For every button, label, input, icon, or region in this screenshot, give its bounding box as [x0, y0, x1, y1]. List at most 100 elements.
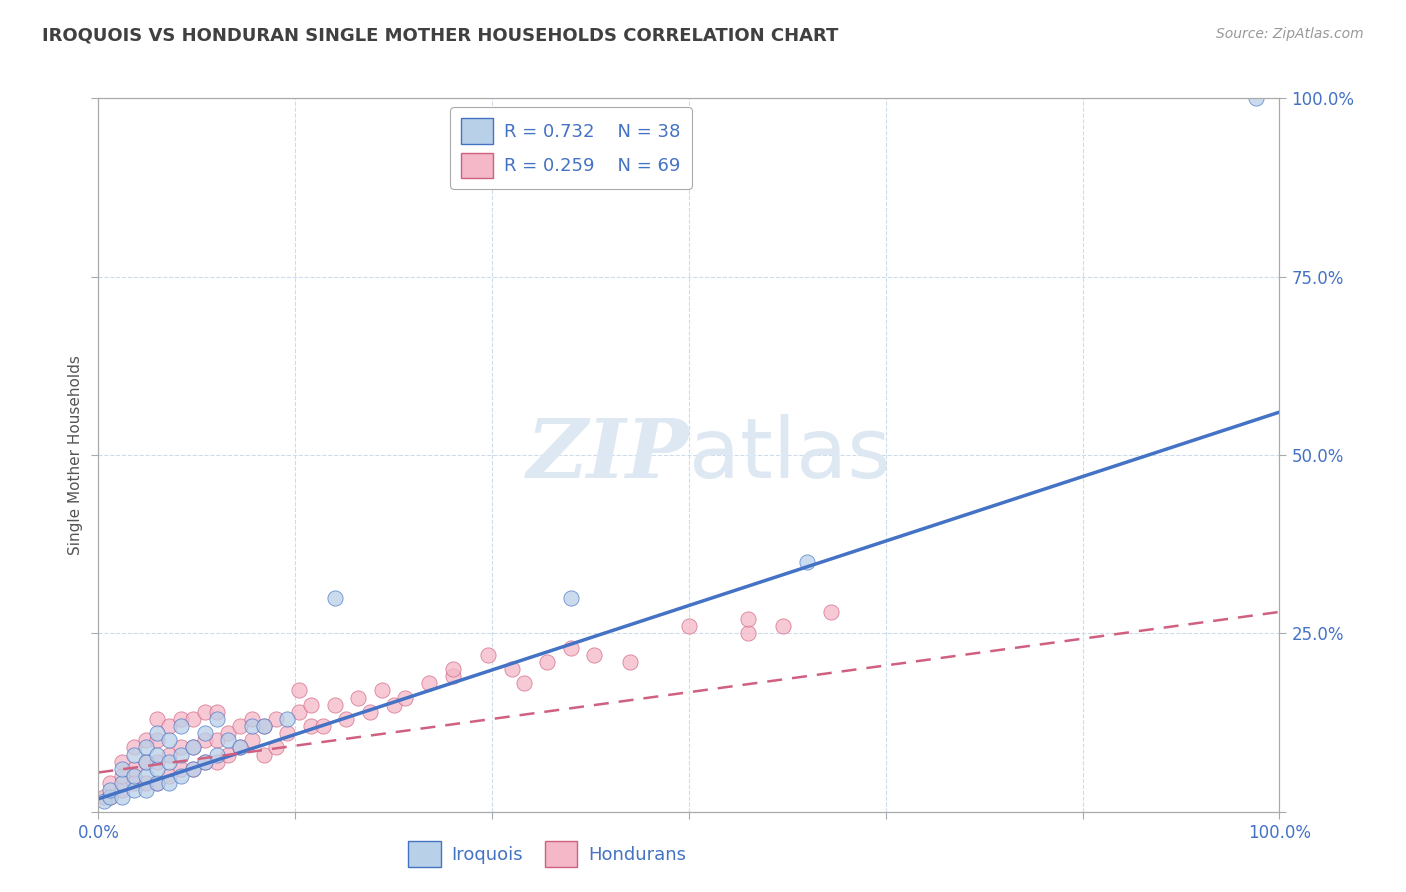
Point — [170, 719, 193, 733]
Legend: Iroquois, Hondurans: Iroquois, Hondurans — [401, 834, 693, 874]
Point — [205, 712, 228, 726]
Point — [98, 783, 121, 797]
Point — [323, 698, 346, 712]
Point — [146, 726, 169, 740]
Point — [299, 719, 322, 733]
Point — [347, 690, 370, 705]
Point — [170, 762, 193, 776]
Point — [111, 755, 134, 769]
Point — [157, 733, 180, 747]
Point — [170, 712, 193, 726]
Point — [157, 769, 180, 783]
Point — [441, 669, 464, 683]
Point — [477, 648, 499, 662]
Point — [737, 626, 759, 640]
Point — [772, 619, 794, 633]
Point — [98, 790, 121, 805]
Point — [93, 790, 115, 805]
Point — [122, 747, 145, 762]
Point — [820, 605, 842, 619]
Text: ZIP: ZIP — [526, 415, 689, 495]
Point — [146, 712, 169, 726]
Point — [560, 640, 582, 655]
Text: atlas: atlas — [689, 415, 890, 495]
Point — [157, 747, 180, 762]
Point — [737, 612, 759, 626]
Point — [98, 776, 121, 790]
Point — [194, 705, 217, 719]
Point — [229, 719, 252, 733]
Point — [135, 755, 157, 769]
Point — [312, 719, 335, 733]
Point — [122, 776, 145, 790]
Point — [181, 740, 204, 755]
Point — [181, 712, 204, 726]
Point — [135, 755, 157, 769]
Point — [146, 755, 169, 769]
Point — [264, 740, 287, 755]
Point — [288, 705, 311, 719]
Point — [796, 555, 818, 569]
Point — [229, 740, 252, 755]
Point — [135, 783, 157, 797]
Point — [536, 655, 558, 669]
Text: IROQUOIS VS HONDURAN SINGLE MOTHER HOUSEHOLDS CORRELATION CHART: IROQUOIS VS HONDURAN SINGLE MOTHER HOUSE… — [42, 27, 838, 45]
Point — [205, 705, 228, 719]
Point — [394, 690, 416, 705]
Point — [122, 783, 145, 797]
Point — [135, 733, 157, 747]
Point — [135, 776, 157, 790]
Point — [323, 591, 346, 605]
Point — [194, 755, 217, 769]
Point — [276, 726, 298, 740]
Point — [678, 619, 700, 633]
Point — [194, 733, 217, 747]
Point — [382, 698, 405, 712]
Point — [98, 790, 121, 805]
Point — [264, 712, 287, 726]
Point — [111, 790, 134, 805]
Point — [560, 591, 582, 605]
Point — [205, 755, 228, 769]
Point — [299, 698, 322, 712]
Point — [240, 733, 263, 747]
Point — [501, 662, 523, 676]
Point — [157, 776, 180, 790]
Point — [240, 719, 263, 733]
Point — [276, 712, 298, 726]
Point — [205, 747, 228, 762]
Point — [371, 683, 394, 698]
Point — [122, 769, 145, 783]
Point — [146, 776, 169, 790]
Point — [93, 794, 115, 808]
Point — [111, 769, 134, 783]
Point — [335, 712, 357, 726]
Point — [512, 676, 534, 690]
Point — [111, 762, 134, 776]
Point — [240, 712, 263, 726]
Point — [359, 705, 381, 719]
Point — [146, 762, 169, 776]
Point — [253, 719, 276, 733]
Text: Source: ZipAtlas.com: Source: ZipAtlas.com — [1216, 27, 1364, 41]
Point — [1244, 91, 1267, 105]
Point — [146, 747, 169, 762]
Point — [217, 733, 239, 747]
Point — [583, 648, 606, 662]
Point — [181, 762, 204, 776]
Point — [217, 726, 239, 740]
Point — [157, 755, 180, 769]
Point — [441, 662, 464, 676]
Point — [146, 733, 169, 747]
Point — [181, 762, 204, 776]
Point — [205, 733, 228, 747]
Y-axis label: Single Mother Households: Single Mother Households — [67, 355, 83, 555]
Point — [122, 762, 145, 776]
Point — [170, 740, 193, 755]
Point — [181, 740, 204, 755]
Point — [170, 769, 193, 783]
Point — [229, 740, 252, 755]
Point — [217, 747, 239, 762]
Point — [135, 769, 157, 783]
Point — [111, 776, 134, 790]
